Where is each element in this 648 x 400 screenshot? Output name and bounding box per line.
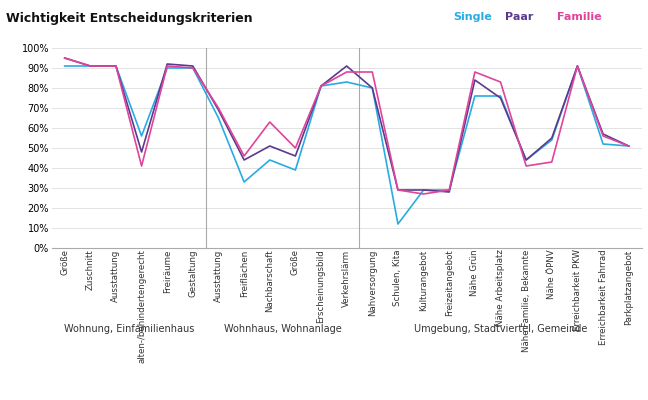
Text: Wohnhaus, Wohnanlage: Wohnhaus, Wohnanlage bbox=[224, 324, 341, 334]
Text: Wichtigkeit Entscheidungskriterien: Wichtigkeit Entscheidungskriterien bbox=[6, 12, 253, 25]
Text: Paar: Paar bbox=[505, 12, 534, 22]
Text: Single: Single bbox=[454, 12, 492, 22]
Text: Wohnung, Einfamilienhaus: Wohnung, Einfamilienhaus bbox=[64, 324, 194, 334]
Text: Familie: Familie bbox=[557, 12, 602, 22]
Text: Umgebung, Stadtviertel, Gemeinde: Umgebung, Stadtviertel, Gemeinde bbox=[414, 324, 587, 334]
